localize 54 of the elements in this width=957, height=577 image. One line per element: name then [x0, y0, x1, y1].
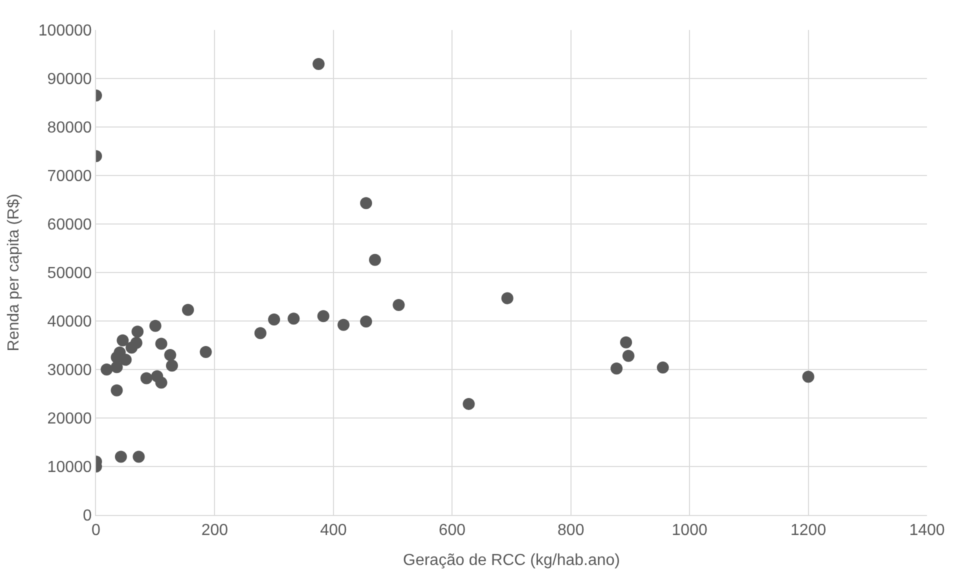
point — [802, 370, 814, 383]
x-tick-label: 400 — [320, 522, 347, 540]
point — [317, 310, 330, 322]
x-tick-label: 1000 — [672, 522, 708, 540]
point — [288, 312, 300, 325]
y-tick-label: 0 — [82, 508, 92, 525]
x-tick-label: 600 — [438, 522, 466, 540]
point — [155, 338, 168, 350]
point — [254, 327, 266, 340]
point — [140, 372, 152, 384]
y-tick-label: 10000 — [47, 459, 92, 476]
point — [114, 450, 127, 463]
point — [149, 320, 162, 332]
point — [116, 334, 129, 346]
point — [120, 354, 132, 366]
point — [268, 314, 280, 326]
y-tick-label: 70000 — [47, 168, 92, 186]
y-axis-title: Renda per capita (R$) — [5, 194, 22, 352]
point — [110, 361, 123, 374]
point — [100, 364, 113, 376]
point — [360, 315, 372, 328]
point — [338, 318, 350, 331]
y-tick-label: 30000 — [47, 362, 92, 380]
point — [656, 362, 669, 374]
point — [166, 360, 178, 372]
point — [462, 398, 475, 410]
point — [620, 336, 632, 348]
point — [164, 348, 176, 361]
y-tick-label: 40000 — [47, 314, 92, 331]
point — [132, 326, 144, 338]
point — [200, 346, 212, 358]
point — [610, 362, 623, 375]
y-tick-label: 100000 — [38, 22, 92, 40]
point — [110, 384, 123, 396]
point — [622, 350, 634, 362]
point — [392, 299, 405, 311]
point — [368, 254, 381, 266]
point — [132, 450, 145, 463]
x-tick-label: 1200 — [790, 522, 826, 540]
point — [360, 197, 372, 210]
point — [501, 292, 514, 304]
x-tick-label: 800 — [558, 522, 584, 540]
x-tick-label: 200 — [201, 522, 228, 540]
y-tick-label: 80000 — [47, 120, 92, 137]
x-axis-title: Geração de RCC (kg/hab.ano) — [403, 552, 620, 569]
point — [151, 370, 164, 382]
y-tick-label: 60000 — [47, 216, 92, 234]
point — [312, 58, 325, 70]
x-tick-label: 1400 — [909, 522, 945, 540]
point — [182, 304, 194, 316]
y-tick-label: 90000 — [47, 71, 92, 88]
y-tick-label: 50000 — [47, 265, 92, 282]
y-tick-label: 20000 — [47, 410, 92, 428]
point — [126, 342, 138, 354]
